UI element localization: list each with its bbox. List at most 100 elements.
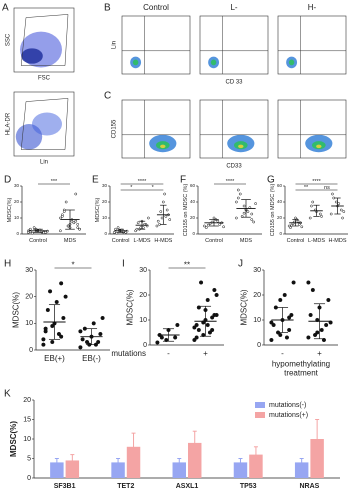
- data-point: [199, 280, 204, 285]
- axis-label: Lin: [40, 160, 48, 166]
- data-point: [205, 297, 210, 303]
- data-point: [30, 231, 34, 235]
- y-tick-label: 0: [192, 231, 195, 236]
- y-axis-label: MDSC(%): [7, 197, 13, 222]
- data-point: [59, 216, 62, 220]
- data-point: [28, 227, 32, 231]
- y-tick-label: 10: [139, 317, 147, 324]
- y-tick-label: 60: [190, 183, 196, 188]
- significance-label: ***: [51, 179, 58, 185]
- data-point: [289, 226, 292, 229]
- x-tick-label: ASXL1: [176, 483, 199, 490]
- data-point: [334, 200, 338, 204]
- data-point: [66, 224, 70, 228]
- data-point: [214, 292, 219, 298]
- panel-label: E: [92, 175, 99, 186]
- data-point: [287, 315, 292, 320]
- x-axis-label: mutations: [111, 349, 146, 358]
- data-point: [50, 323, 55, 329]
- data-point: [62, 210, 66, 213]
- legend-label: mutations(+): [269, 412, 308, 419]
- data-point: [278, 332, 283, 338]
- data-point: [147, 216, 150, 220]
- data-point: [296, 219, 300, 223]
- data-point: [236, 196, 240, 200]
- y-tick-label: 20: [253, 292, 261, 299]
- data-point: [91, 321, 96, 326]
- density: [288, 59, 295, 66]
- y-tick-label: 0: [29, 347, 33, 354]
- data-point: [43, 329, 48, 334]
- bar: [65, 460, 80, 478]
- data-point: [331, 192, 334, 196]
- data-point: [32, 226, 36, 229]
- y-tick-label: 10: [253, 317, 261, 324]
- data-point: [76, 226, 80, 229]
- bar: [126, 446, 141, 478]
- y-tick-label: 15: [23, 416, 31, 423]
- data-point: [164, 215, 168, 218]
- data-point: [287, 327, 292, 333]
- data-point: [318, 212, 322, 216]
- data-point: [96, 339, 101, 345]
- significance-label: *: [152, 185, 155, 191]
- y-tick-label: 0: [143, 342, 147, 349]
- axis-label: Lin: [112, 41, 118, 49]
- data-point: [59, 281, 64, 286]
- y-tick-label: 10: [25, 320, 33, 327]
- density: [160, 144, 166, 149]
- data-point: [141, 226, 145, 229]
- x-tick-label: Control: [287, 238, 305, 244]
- y-axis-label: CD155 on MDSC (%): [270, 184, 276, 237]
- y-tick-label: 0: [104, 231, 107, 236]
- column-header: Control: [143, 3, 169, 12]
- data-point: [59, 229, 62, 233]
- data-point: [324, 322, 329, 328]
- x-tick-label: -: [281, 349, 284, 358]
- data-point: [212, 287, 217, 293]
- data-point: [116, 226, 120, 229]
- data-point: [204, 226, 208, 229]
- column-header: L-: [230, 3, 237, 12]
- data-point: [100, 315, 105, 321]
- x-tick-label: Control: [112, 238, 130, 244]
- axis-label: CD155: [112, 119, 118, 138]
- column-header: H-: [308, 3, 317, 12]
- data-point: [203, 224, 206, 228]
- bar: [233, 462, 248, 478]
- panel-label: B: [104, 3, 111, 14]
- data-point: [206, 223, 210, 227]
- panel-label: I: [122, 259, 125, 270]
- data-point: [341, 216, 344, 220]
- data-point: [235, 200, 238, 204]
- data-point: [192, 337, 197, 343]
- x-axis-label: hypomethylating: [272, 360, 330, 369]
- data-point: [218, 223, 222, 226]
- data-point: [135, 227, 139, 231]
- data-point: [80, 337, 85, 342]
- y-tick-label: 5: [27, 455, 31, 462]
- data-point: [54, 299, 59, 305]
- data-point: [238, 192, 242, 196]
- data-point: [175, 322, 180, 328]
- data-point: [160, 216, 164, 220]
- data-point: [136, 221, 140, 225]
- data-point: [289, 312, 294, 318]
- data-point: [48, 289, 53, 294]
- y-tick-label: 20: [25, 294, 33, 301]
- data-point: [74, 192, 78, 196]
- data-point: [50, 339, 55, 345]
- x-axis-label: treatment: [284, 369, 319, 378]
- legend-swatch: [255, 402, 265, 408]
- data-point: [64, 200, 68, 204]
- data-point: [311, 200, 315, 204]
- data-point: [42, 231, 46, 235]
- y-axis-label: MDSC(%): [240, 289, 249, 325]
- data-point: [319, 327, 324, 333]
- density: [316, 144, 322, 149]
- data-point: [56, 331, 61, 337]
- data-point: [269, 320, 274, 325]
- data-point: [320, 215, 323, 218]
- x-tick-label: EB(+): [44, 354, 65, 363]
- data-point: [250, 218, 254, 221]
